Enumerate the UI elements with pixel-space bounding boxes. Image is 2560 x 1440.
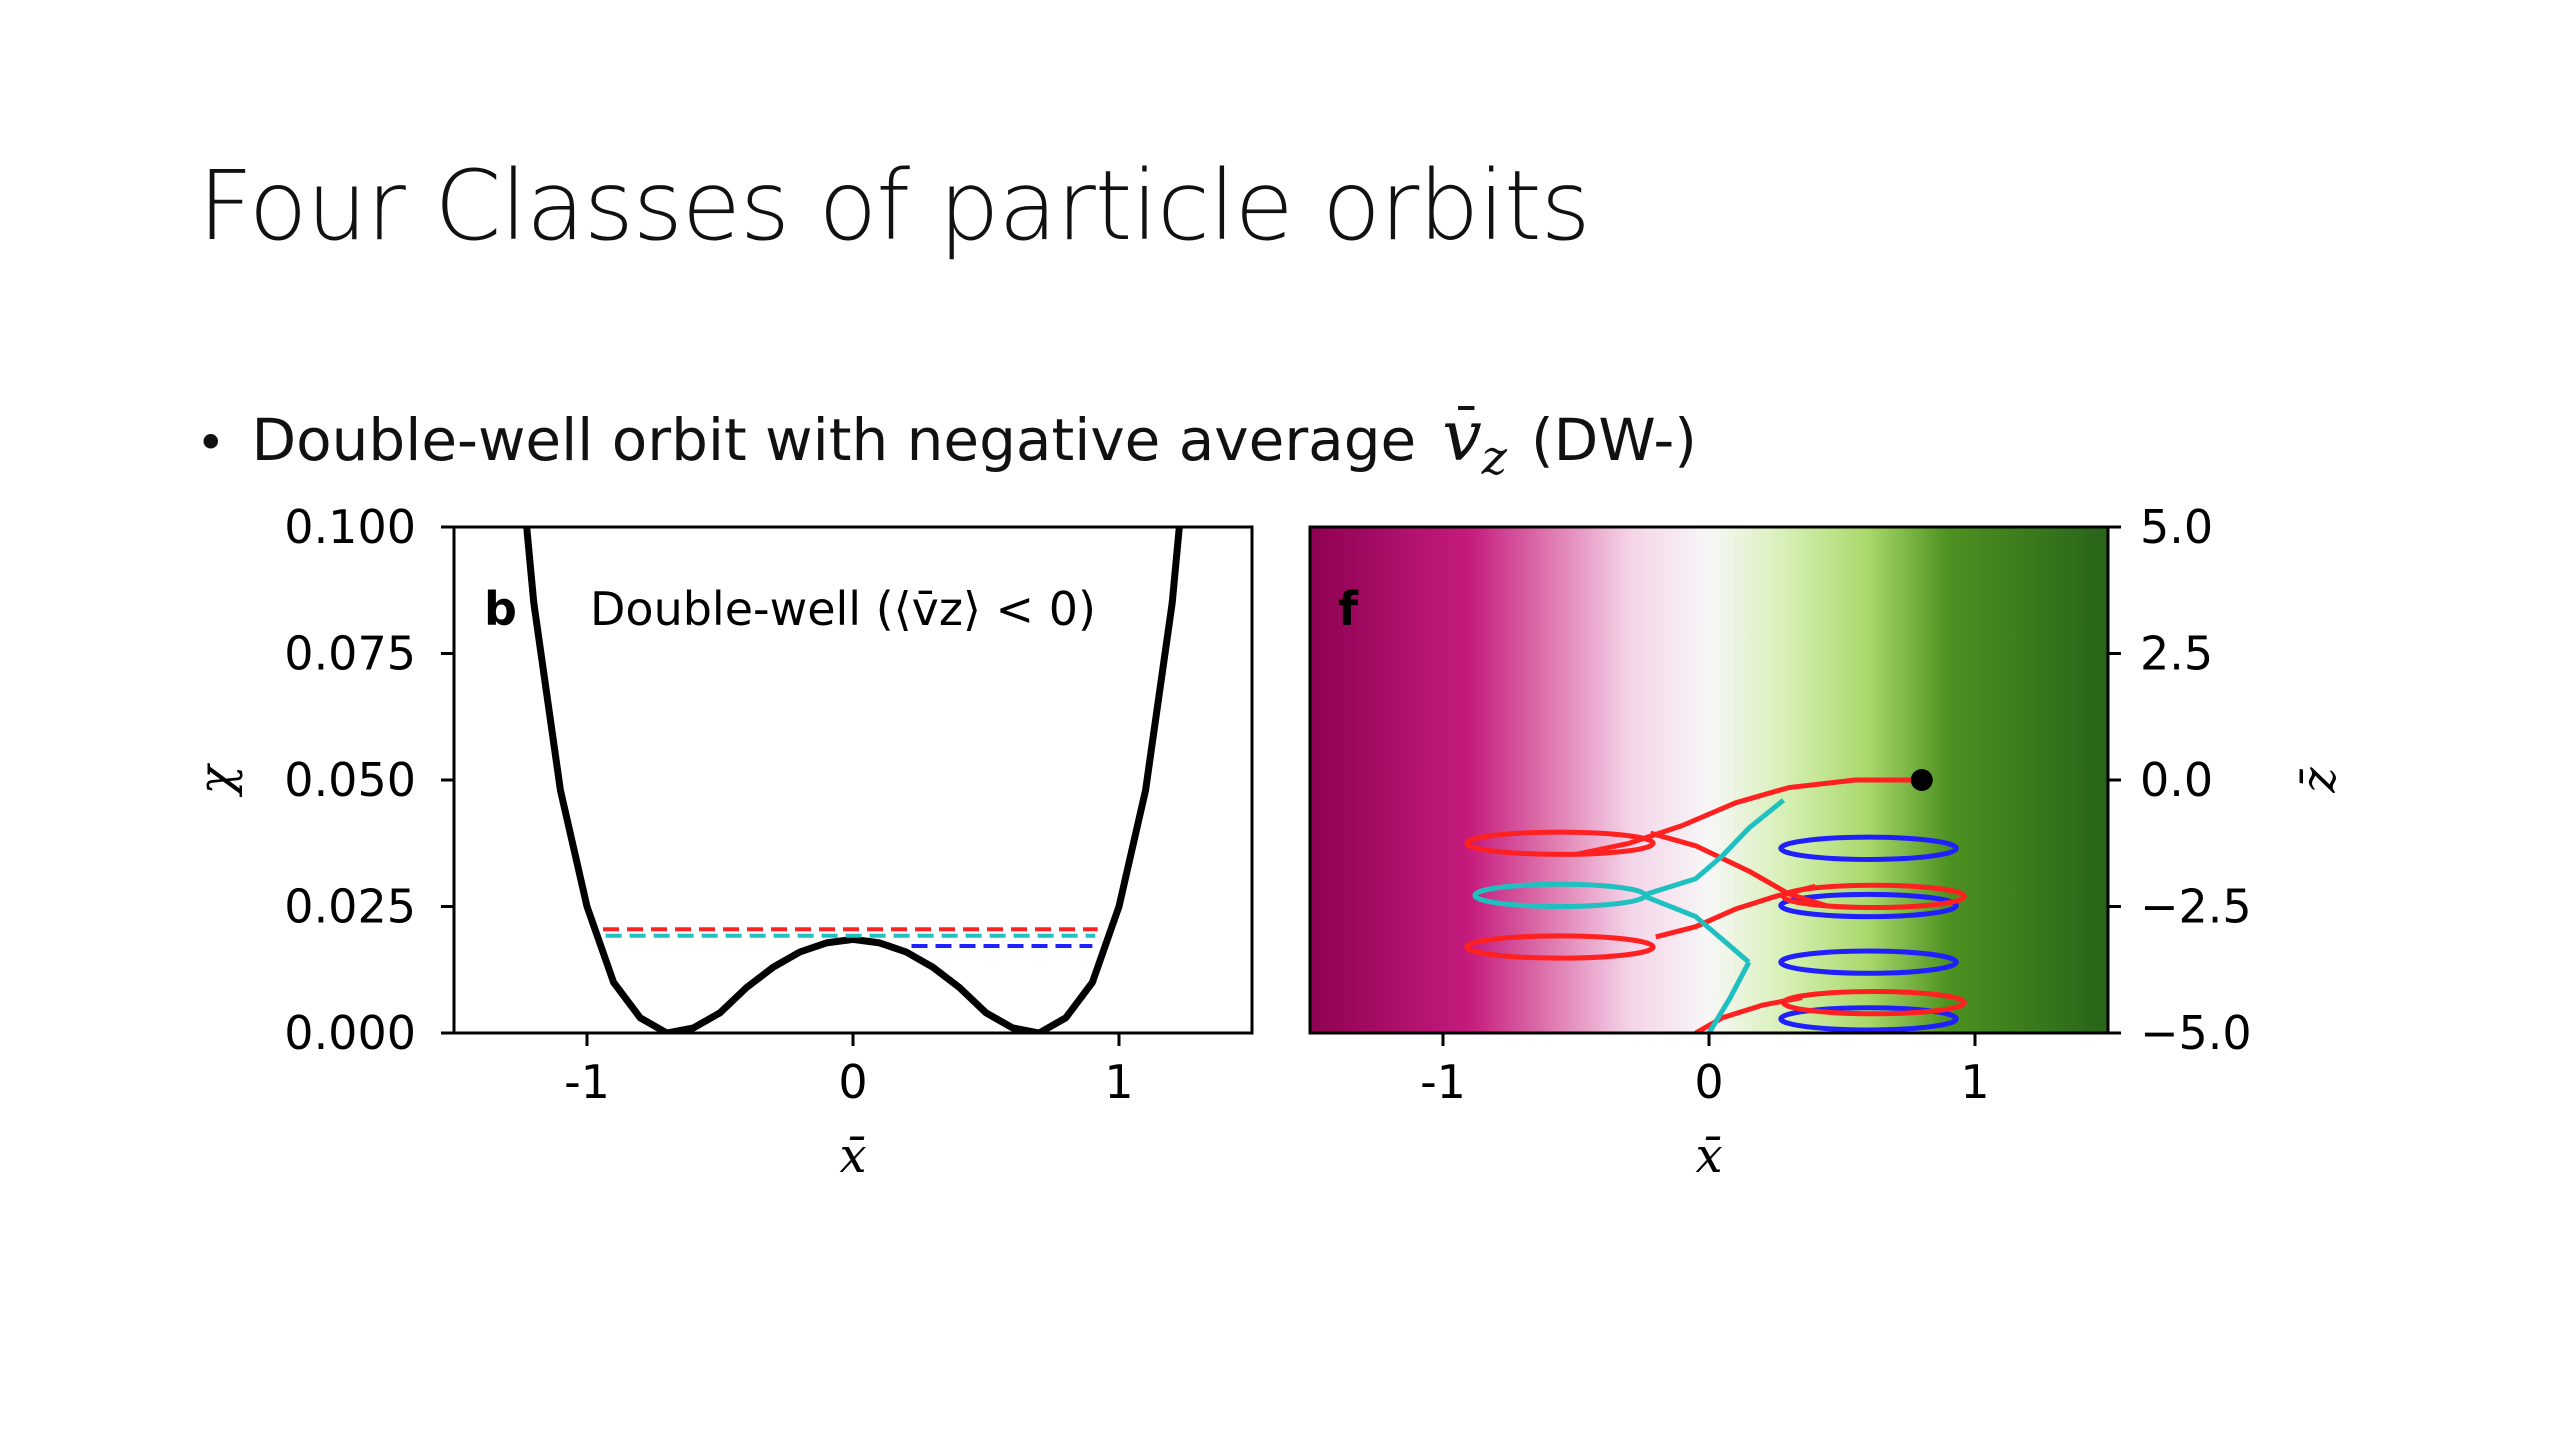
chart-b-ytick-label: 0.050	[284, 753, 416, 807]
chart-f-blue-trajectory	[1778, 1005, 1959, 1033]
chart-b-ylabel: χ	[188, 763, 244, 798]
chart-b-potential-curve	[523, 527, 1183, 1033]
chart-f-cyan-trajectory	[1706, 961, 1752, 1033]
chart-f-ytick-label: 5.0	[2140, 500, 2213, 554]
chart-f-red-trajectory	[1655, 883, 1817, 940]
chart-b-ytick-label: 0.000	[284, 1006, 416, 1060]
chart-f-colormap-background	[1310, 527, 2108, 1033]
chart-f-ytick-label: 0.0	[2140, 753, 2213, 807]
chart-f-xtick-label: -1	[1420, 1055, 1466, 1109]
chart-b-xtick-label: 1	[1104, 1055, 1133, 1109]
bullet-dot: •	[196, 414, 226, 472]
chart-b-ytick-label: 0.025	[284, 880, 416, 934]
chart-b-xtick-label: -1	[564, 1055, 610, 1109]
bullet-text: Double-well orbit with negative average	[251, 406, 1417, 474]
chart-f-red-trajectory	[1575, 777, 1922, 857]
chart-f-ytick-label: −2.5	[2140, 880, 2252, 934]
chart-b-panel-label: b	[484, 582, 517, 636]
chart-f-red-trajectory	[1464, 829, 1656, 857]
chart-f-xlabel: x̄	[1695, 1128, 1722, 1184]
chart-f-red-trajectory	[1694, 995, 1803, 1033]
chart-f-ytick-label: −5.0	[2140, 1006, 2252, 1060]
chart-b: -1 0 1 0.000 0.025 0.050 0.075 0.100 b Double-w…	[188, 500, 1254, 1184]
chart-f-red-trajectory	[1649, 830, 1830, 909]
bullet-math-symbol: ¯ vz	[1442, 395, 1508, 486]
chart-f: -1 0 1 5.0 2.5 0.0 −2.5 −5.0 f x̄ z̄	[1308, 500, 2347, 1184]
bullet-item: • Double-well orbit with negative averag…	[196, 395, 1697, 486]
chart-f-red-trajectory	[1464, 933, 1656, 961]
slide-title: Four Classes of particle orbits	[198, 150, 1591, 262]
chart-f-cyan-trajectory	[1641, 893, 1751, 965]
chart-f-ytick-label: 2.5	[2140, 627, 2213, 681]
chart-b-ytick-label: 0.075	[284, 627, 416, 681]
chart-f-start-point	[1910, 769, 1933, 791]
chart-b-xlabel: x̄	[839, 1128, 866, 1184]
chart-b-xtick-label: 0	[838, 1055, 867, 1109]
chart-f-cyan-trajectory	[1641, 798, 1786, 898]
bullet-suffix: (DW-)	[1531, 406, 1697, 474]
chart-f-blue-trajectory	[1778, 948, 1959, 976]
chart-f-ylabel: z̄	[2291, 767, 2347, 794]
chart-f-panel-label: f	[1338, 582, 1359, 636]
chart-f-xtick-label: 1	[1960, 1055, 1989, 1109]
chart-f-blue-trajectory	[1778, 834, 1959, 862]
chart-b-annotation: Double-well (⟨v̄z⟩ < 0)	[590, 582, 1096, 636]
chart-b-ytick-label: 0.100	[284, 500, 416, 554]
chart-f-blue-trajectory	[1778, 891, 1959, 920]
chart-f-xtick-label: 0	[1694, 1055, 1723, 1109]
